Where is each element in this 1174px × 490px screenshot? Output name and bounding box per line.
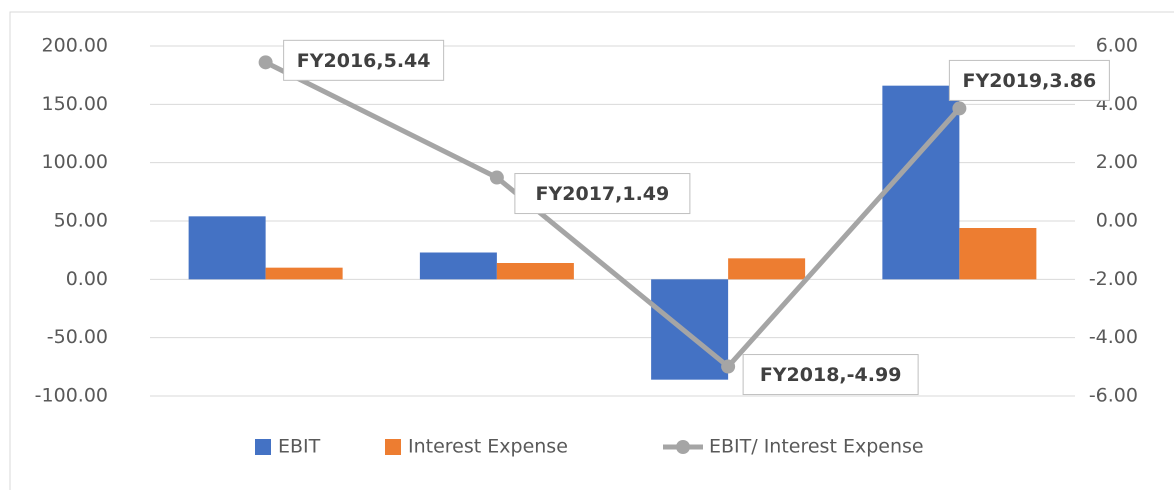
data-label-box	[283, 39, 445, 81]
line-point	[952, 101, 967, 116]
y-tick-label: 50.00	[54, 210, 108, 232]
data-label-box	[948, 59, 1110, 101]
y2-tick-label: 2.00	[1096, 151, 1138, 173]
legend-swatch	[385, 439, 401, 455]
y-tick-label: 150.00	[42, 93, 108, 115]
y2-tick-label: 0.00	[1096, 210, 1138, 232]
legend-marker	[676, 440, 690, 454]
data-label: FY2019,3.86	[963, 70, 1097, 92]
y2-tick-label: -4.00	[1089, 326, 1138, 348]
y2-tick-label: -2.00	[1089, 268, 1138, 290]
legend-label: EBIT/ Interest Expense	[709, 436, 924, 458]
bar	[265, 267, 343, 280]
line-point	[489, 170, 504, 185]
data-label: FY2017,1.49	[536, 183, 670, 205]
line-point	[258, 55, 273, 70]
y-tick-label: 200.00	[42, 35, 108, 57]
legend-label: Interest Expense	[408, 436, 568, 458]
bar	[419, 252, 497, 280]
y2-tick-label: 6.00	[1096, 35, 1138, 57]
bar	[496, 263, 574, 280]
y-tick-label: -100.00	[35, 385, 108, 407]
bar	[188, 216, 266, 280]
bar	[959, 228, 1037, 280]
line-point	[721, 359, 736, 374]
legend-swatch	[255, 439, 271, 455]
y-tick-label: 0.00	[66, 268, 108, 290]
bar	[651, 279, 729, 380]
y-tick-label: 100.00	[42, 151, 108, 173]
data-label-box	[742, 354, 919, 396]
data-label: FY2018,-4.99	[760, 364, 902, 386]
line	[264, 60, 962, 370]
data-label-box	[514, 173, 691, 215]
legend-label: EBIT	[278, 436, 321, 458]
data-label: FY2016,5.44	[297, 50, 431, 72]
bar	[728, 258, 806, 280]
y2-tick-label: -6.00	[1089, 385, 1138, 407]
y-tick-label: -50.00	[47, 326, 108, 348]
